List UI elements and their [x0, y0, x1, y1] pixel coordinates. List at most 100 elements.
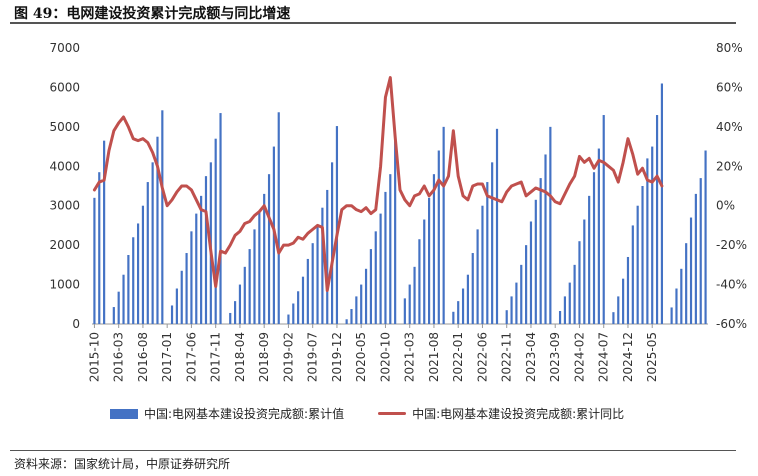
x-tick-label: 2022-01 [451, 332, 465, 382]
bar [306, 258, 309, 324]
bar [277, 112, 280, 325]
bar [258, 211, 261, 324]
bar [689, 217, 693, 324]
bar [379, 213, 382, 324]
x-tick-label: 2020-05 [354, 332, 368, 382]
bar [335, 126, 339, 324]
bar [432, 174, 436, 324]
bar [651, 146, 654, 324]
y-right-tick-label: -40% [716, 278, 747, 292]
bar [423, 219, 426, 324]
y-right-tick-label: 60% [716, 80, 743, 94]
x-tick-label: 2024-07 [597, 332, 611, 382]
bar [321, 207, 324, 324]
bar [112, 307, 115, 324]
bar [93, 197, 96, 324]
bar [389, 174, 392, 324]
bar [326, 189, 329, 324]
legend-item-line: 中国:电网基本建设投资完成额:累计同比 [378, 405, 624, 422]
bar [534, 199, 537, 324]
x-tick-label: 2017-11 [209, 332, 223, 382]
x-tick-label: 2022-11 [500, 332, 514, 382]
bar [515, 282, 518, 324]
x-tick-label: 2022-06 [475, 332, 489, 382]
bar [190, 231, 193, 324]
bar [505, 310, 508, 324]
bar [243, 266, 246, 324]
bar [175, 288, 178, 324]
y-left-tick-label: 7000 [49, 41, 80, 55]
legend-line-label: 中国:电网基本建设投资完成额:累计同比 [412, 407, 625, 421]
x-tick-label: 2016-08 [136, 332, 150, 382]
y-right-tick-label: 20% [716, 159, 743, 173]
bar [660, 83, 664, 324]
bar [287, 314, 290, 324]
bar [685, 243, 688, 324]
x-tick-label: 2025-05 [645, 332, 659, 382]
bar [592, 172, 596, 324]
bar [461, 288, 465, 324]
bar [384, 191, 387, 324]
bar [161, 110, 164, 324]
y-right-tick-label: 0% [716, 199, 735, 213]
y-right-tick-label: 80% [716, 41, 743, 55]
bar [549, 126, 552, 324]
bar [195, 213, 198, 324]
bar [403, 298, 406, 324]
bar [466, 274, 469, 324]
title-divider [10, 22, 736, 24]
bar [539, 178, 542, 324]
bar [117, 291, 120, 324]
y-left-tick-label: 5000 [49, 120, 80, 134]
bar [350, 309, 353, 324]
bar [418, 239, 421, 324]
bar [170, 305, 174, 324]
bar [297, 291, 300, 324]
bar [544, 154, 547, 324]
bar [491, 162, 494, 324]
y-left-tick-label: 0 [72, 317, 80, 331]
bar [457, 301, 460, 324]
x-tick-label: 2024-02 [572, 332, 586, 382]
x-tick-label: 2021-08 [427, 332, 441, 382]
bar [563, 296, 566, 324]
x-tick-label: 2024-12 [621, 332, 635, 382]
bar [568, 282, 571, 324]
growth-line [92, 76, 664, 292]
bar [495, 128, 499, 324]
bar [132, 237, 135, 324]
bar [127, 255, 130, 324]
x-tick-label: 2019-02 [281, 332, 295, 382]
bar [369, 249, 372, 324]
y-right-tick-label: -60% [716, 317, 747, 331]
x-tick-label: 2019-12 [330, 332, 344, 382]
bar [704, 150, 707, 324]
legend-bar-swatch [110, 408, 138, 419]
bar [520, 264, 523, 324]
bar [234, 301, 237, 324]
bar [617, 296, 620, 324]
bar [583, 219, 586, 324]
bar [360, 284, 363, 324]
y-right-tick-label: -20% [716, 238, 747, 252]
bar [437, 150, 440, 324]
bar [200, 195, 203, 324]
bar [636, 205, 639, 324]
bar [229, 312, 232, 324]
bar [122, 274, 125, 324]
x-tick-label: 2021-03 [403, 332, 417, 382]
x-tick-label: 2015-10 [87, 332, 101, 382]
x-tick-label: 2018-04 [233, 332, 247, 382]
source-divider [10, 450, 736, 451]
bar [655, 115, 659, 324]
bar [301, 276, 305, 324]
bar [292, 303, 295, 324]
bar [141, 205, 145, 324]
bar [622, 278, 625, 324]
bar [481, 205, 484, 324]
bar [471, 253, 474, 324]
bar [394, 138, 397, 324]
bar [558, 310, 562, 324]
x-tick-label: 2017-01 [160, 332, 174, 382]
y-left-tick-label: 2000 [49, 238, 80, 252]
